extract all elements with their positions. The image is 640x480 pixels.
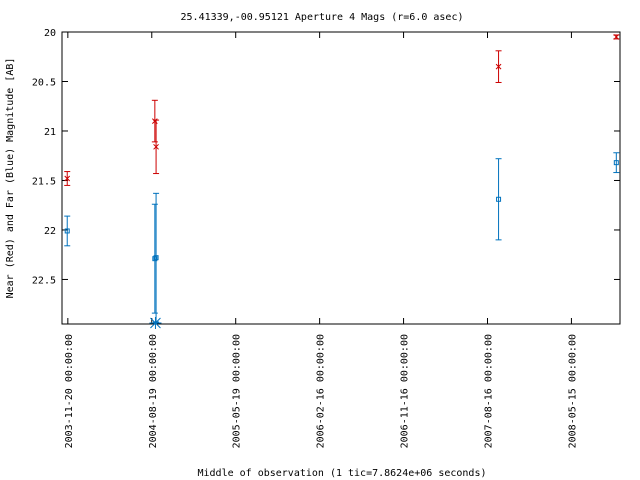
near-point-stroke [64,175,71,182]
x-tick-label: 2008-05-15 00:00:00 [567,334,578,448]
upper-limit-marker [149,317,162,329]
x-tick-label: 2004-08-19 00:00:00 [148,334,159,448]
x-tick-label: 2006-02-16 00:00:00 [316,334,327,448]
near-point [495,63,502,70]
far-point [64,228,70,234]
far-point [153,255,159,261]
upper-limit-stroke [150,317,161,329]
y-axis-label: Near (Red) and Far (Blue) Magnitude [AB] [5,58,16,299]
far-point [152,256,158,262]
x-tick-label: 2007-08-16 00:00:00 [483,334,494,448]
data-marks [64,34,620,329]
far-point [613,160,619,166]
y-axis: 20 20.5 21 21.5 22 22.5 [32,28,620,286]
x-axis-label: Middle of observation (1 tic=7.8624e+06 … [198,468,487,479]
near-point [64,175,71,182]
y-tick-label: 21.5 [32,176,56,187]
near-point-stroke [151,118,158,124]
x-tick-label: 2003-11-20 00:00:00 [64,334,75,448]
near-point [613,34,620,40]
x-tick-label: 2005-05-19 00:00:00 [232,334,243,448]
plot-frame [61,31,621,325]
near-point-stroke [495,63,502,70]
y-tick-label: 20 [44,28,56,39]
near-point [153,143,159,150]
y-tick-label: 22.5 [32,275,56,286]
near-point-stroke [613,34,620,40]
y-tick-label: 22 [44,226,56,237]
x-tick-label: 2006-11-16 00:00:00 [400,334,411,448]
y-tick-label: 21 [44,127,56,138]
y-tick-label: 20.5 [32,77,56,88]
chart-title: 25.41339,-00.95121 Aperture 4 Mags (r=6.… [181,12,464,23]
far-point [496,196,502,202]
x-axis: 2003-11-20 00:00:00 2004-08-19 00:00:00 20… [64,32,578,448]
near-point-stroke [153,143,159,150]
